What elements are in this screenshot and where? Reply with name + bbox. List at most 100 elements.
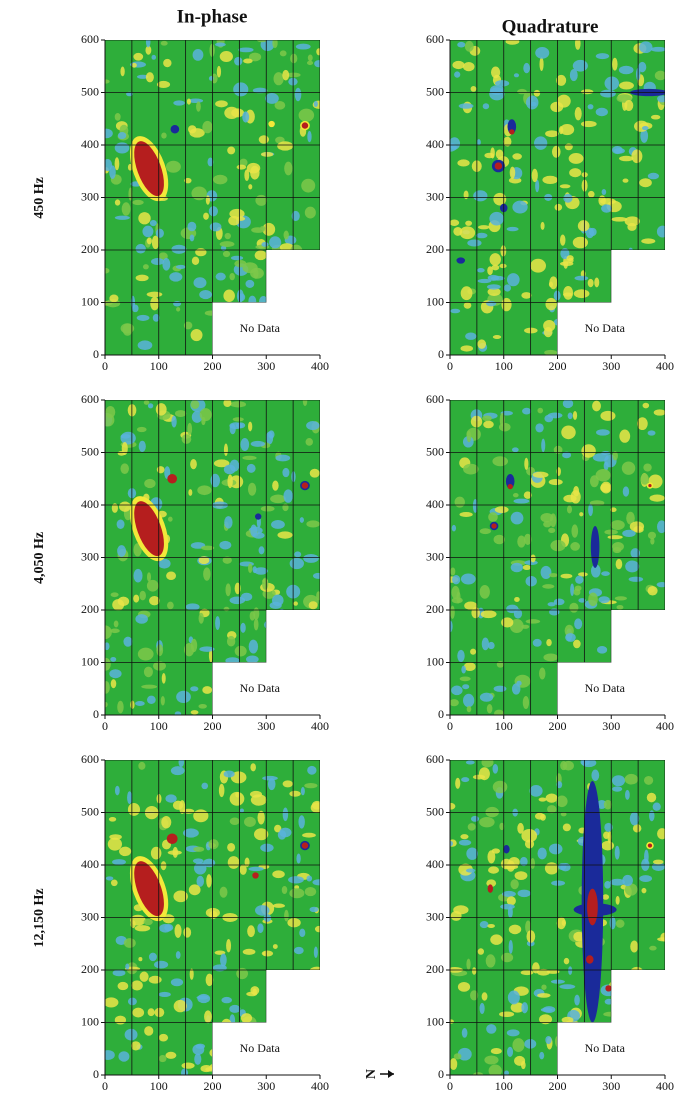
texture-blob [487, 287, 501, 296]
texture-blob [521, 292, 532, 299]
texture-blob [105, 1050, 115, 1060]
texture-blob [141, 684, 158, 689]
texture-blob [149, 219, 157, 227]
texture-blob [105, 997, 119, 1008]
texture-blob [457, 41, 466, 48]
x-tick-label: 100 [150, 359, 168, 373]
texture-blob [637, 969, 650, 983]
x-tick-label: 100 [495, 359, 513, 373]
texture-blob [601, 571, 610, 576]
texture-blob [450, 567, 456, 576]
texture-blob [621, 461, 636, 475]
texture-blob [615, 895, 620, 905]
texture-blob [219, 1050, 228, 1061]
texture-blob [196, 101, 201, 112]
texture-blob [148, 952, 157, 962]
texture-blob [623, 984, 632, 992]
texture-blob [597, 307, 602, 313]
texture-blob [251, 661, 259, 676]
texture-blob [298, 815, 305, 829]
texture-blob [133, 568, 143, 583]
texture-blob [470, 815, 480, 822]
texture-blob [521, 624, 530, 629]
x-tick-label: 200 [204, 359, 222, 373]
texture-blob [465, 220, 473, 226]
texture-blob [250, 267, 264, 279]
texture-blob [277, 608, 286, 622]
texture-blob [287, 313, 303, 328]
texture-blob [169, 272, 183, 282]
texture-blob [638, 61, 647, 73]
y-tick-label: 100 [426, 654, 444, 668]
texture-blob [486, 1024, 497, 1034]
texture-blob [227, 146, 236, 155]
texture-blob [229, 596, 246, 605]
texture-blob [479, 528, 492, 535]
texture-blob [248, 639, 259, 654]
texture-blob [550, 539, 566, 552]
texture-blob [601, 451, 611, 456]
texture-blob [523, 62, 530, 74]
texture-blob [117, 545, 127, 557]
texture-blob [243, 58, 253, 64]
y-tick-label: 0 [93, 707, 99, 721]
texture-blob [194, 1053, 202, 1065]
texture-blob [492, 456, 508, 467]
texture-blob [112, 859, 126, 865]
anomaly [167, 474, 178, 484]
texture-blob [517, 88, 527, 95]
texture-blob [304, 292, 320, 305]
texture-blob [542, 175, 559, 185]
texture-blob [105, 642, 110, 651]
y-tick-label: 0 [438, 1067, 444, 1081]
texture-blob [247, 925, 255, 938]
texture-blob [487, 266, 493, 276]
texture-blob [120, 431, 136, 445]
texture-blob [545, 297, 557, 311]
texture-blob [223, 770, 235, 778]
texture-blob [109, 669, 122, 679]
texture-blob [147, 403, 154, 409]
texture-blob [289, 888, 305, 899]
texture-blob [595, 468, 611, 482]
texture-blob [244, 816, 256, 827]
texture-blob [193, 846, 205, 852]
texture-blob [281, 1055, 286, 1060]
texture-blob [307, 54, 313, 62]
map-panel: 0 100 200 300 400 0 100 200 300 400 500 600 No Data [426, 392, 674, 733]
texture-blob [544, 862, 559, 875]
texture-blob [607, 830, 612, 844]
texture-blob [587, 1024, 597, 1038]
y-tick-label: 300 [81, 909, 99, 923]
texture-blob [639, 291, 647, 303]
texture-blob [240, 438, 250, 451]
texture-blob [307, 765, 317, 775]
texture-blob [202, 120, 213, 134]
texture-blob [221, 325, 226, 339]
texture-blob [494, 506, 509, 514]
texture-blob [208, 648, 214, 663]
texture-blob [270, 494, 286, 504]
map-panel: 0 100 200 300 400 0 100 200 300 400 500 600 No Data [81, 392, 329, 733]
texture-blob [282, 69, 290, 81]
x-tick-label: 400 [656, 359, 674, 373]
y-tick-label: 400 [81, 137, 99, 151]
y-tick-label: 500 [426, 804, 444, 818]
texture-blob [573, 931, 585, 942]
texture-blob [564, 143, 573, 151]
texture-blob [506, 226, 519, 232]
texture-blob [540, 221, 545, 230]
texture-blob [146, 291, 163, 298]
texture-blob [592, 400, 601, 412]
texture-blob [227, 842, 236, 852]
x-tick-label: 200 [549, 719, 567, 733]
texture-blob [215, 272, 226, 281]
texture-blob [233, 82, 249, 97]
texture-blob [632, 314, 647, 320]
texture-blob [244, 857, 250, 868]
x-tick-label: 300 [257, 719, 275, 733]
texture-blob [452, 575, 461, 585]
texture-blob [251, 227, 265, 233]
texture-blob [208, 76, 214, 81]
texture-blob [457, 1047, 472, 1061]
